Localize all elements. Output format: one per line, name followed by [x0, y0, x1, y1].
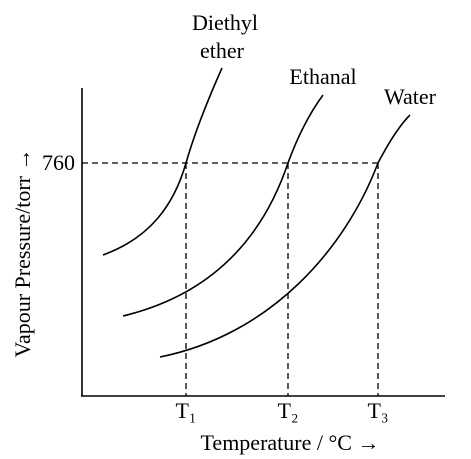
curve-ethanal [122, 94, 324, 317]
x-tick-label: T₃ [367, 398, 388, 423]
curve-label: ether [200, 38, 245, 63]
x-tick-label: T₂ [277, 398, 298, 423]
y-axis-label: Vapour Pressure/torr → [10, 149, 35, 358]
curve-label: Water [384, 84, 437, 109]
curve-label: Ethanal [289, 64, 356, 89]
x-axis-label: Temperature / °C → [201, 430, 380, 455]
curve-diethyl-ether [102, 67, 223, 256]
y-tick-label: 760 [42, 150, 75, 175]
x-tick-label: T₁ [175, 398, 196, 423]
curve-label: Diethyl [192, 10, 258, 35]
curve-water [159, 114, 411, 358]
